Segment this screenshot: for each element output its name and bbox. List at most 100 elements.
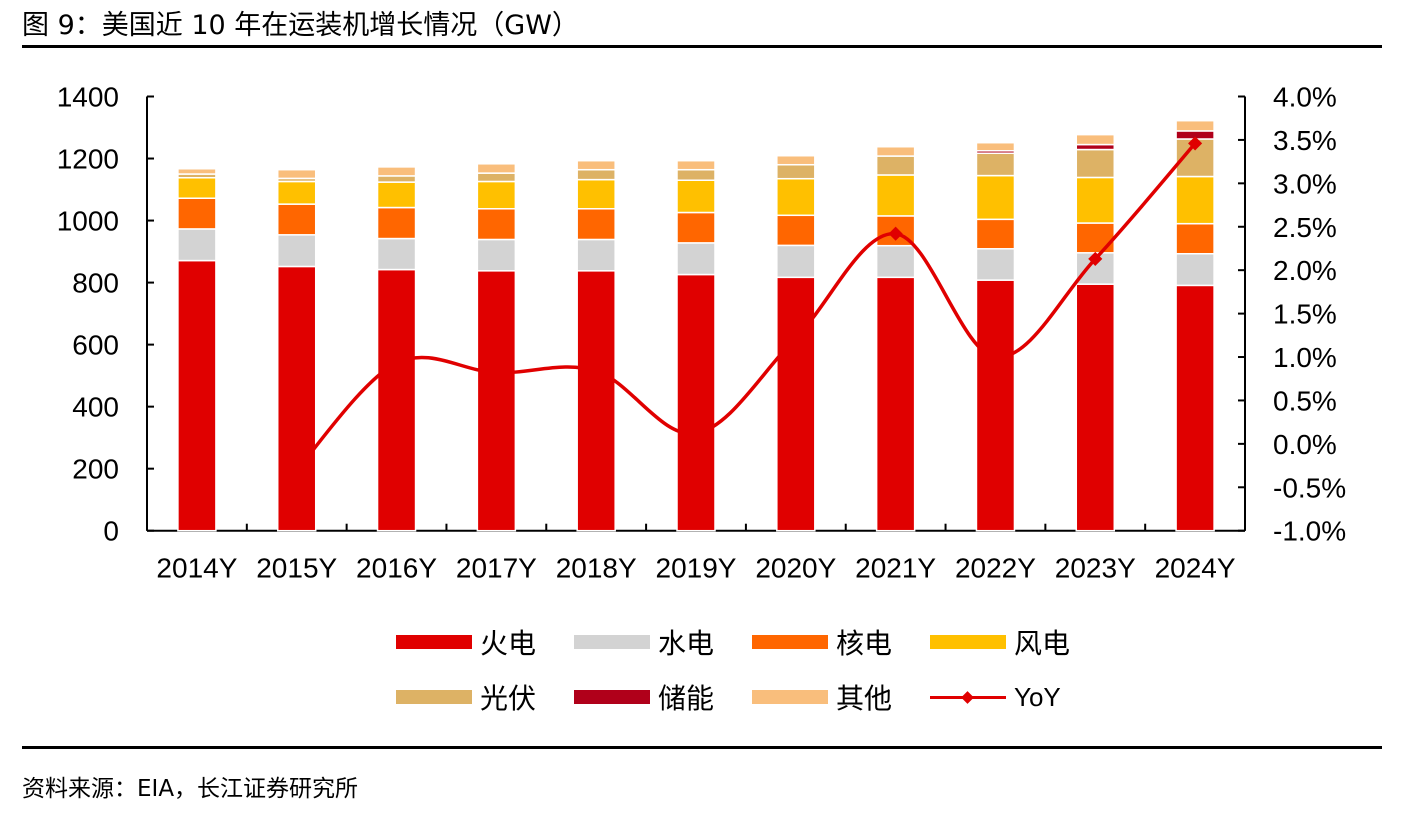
bar-segment bbox=[975, 279, 1016, 532]
bar-segment bbox=[576, 178, 616, 210]
y-tick-label-right: 3.5% bbox=[1273, 125, 1337, 156]
x-tick-label: 2018Y bbox=[556, 553, 637, 584]
x-tick-label: 2022Y bbox=[955, 553, 1036, 584]
y-tick-label-left: 1200 bbox=[57, 144, 119, 175]
y-tick-label-right: 1.0% bbox=[1273, 342, 1337, 373]
x-tick-label: 2020Y bbox=[755, 553, 836, 584]
legend-item: 储能 bbox=[574, 677, 748, 717]
x-tick-label: 2015Y bbox=[256, 553, 337, 584]
bar-segment bbox=[576, 238, 616, 272]
legend-label: 光伏 bbox=[480, 682, 537, 715]
x-tick-label: 2024Y bbox=[1155, 553, 1236, 584]
bar-segment bbox=[676, 179, 716, 214]
bar-segment bbox=[975, 218, 1016, 250]
y-tick-label-right: -0.5% bbox=[1273, 472, 1346, 503]
y-tick-label-right: 2.5% bbox=[1273, 212, 1337, 243]
y-tick-label-left: 1000 bbox=[57, 206, 119, 237]
y-tick-label-left: 800 bbox=[72, 268, 119, 299]
legend-item: YoY bbox=[930, 682, 1061, 713]
legend-item: 水电 bbox=[574, 622, 748, 662]
y-tick-label-right: 4.0% bbox=[1273, 82, 1337, 113]
bar-segment bbox=[1175, 175, 1215, 225]
x-tick-label: 2019Y bbox=[656, 553, 737, 584]
bar-segment bbox=[376, 268, 417, 532]
bar-segment bbox=[676, 273, 716, 532]
y-tick-label-left: 600 bbox=[72, 330, 119, 361]
legend-label: 风电 bbox=[1014, 627, 1071, 660]
bar-segment bbox=[875, 155, 916, 176]
x-tick-label: 2021Y bbox=[855, 553, 936, 584]
legend-label: 核电 bbox=[836, 627, 893, 660]
bar-segment bbox=[975, 248, 1016, 281]
bar-segment bbox=[875, 276, 916, 532]
yoy-marker bbox=[688, 426, 704, 441]
legend-item: 核电 bbox=[752, 622, 926, 662]
yoy-marker bbox=[1088, 251, 1103, 266]
bar-segment bbox=[776, 154, 816, 166]
y-tick-label-right: 0.5% bbox=[1273, 385, 1337, 416]
y-tick-label-right: -1.0% bbox=[1273, 516, 1346, 547]
bar-segment bbox=[476, 208, 517, 241]
bar-segment bbox=[576, 208, 616, 241]
legend-label: YoY bbox=[1014, 681, 1061, 712]
legend-swatch bbox=[574, 635, 650, 649]
bar-segment bbox=[276, 180, 317, 205]
bar-segment bbox=[776, 163, 816, 180]
x-tick-label: 2016Y bbox=[356, 553, 437, 584]
legend-swatch bbox=[930, 635, 1006, 649]
source-note: 资料来源：EIA，长江证券研究所 bbox=[22, 776, 359, 802]
bar-segment bbox=[776, 276, 816, 532]
bar-segment bbox=[177, 168, 217, 175]
bar-segment bbox=[476, 163, 517, 174]
bar-segment bbox=[1075, 176, 1116, 224]
x-tick-label: 2014Y bbox=[156, 553, 237, 584]
legend-swatch bbox=[574, 690, 650, 704]
yoy-line bbox=[295, 142, 1197, 472]
bar-segment bbox=[875, 244, 916, 279]
y-tick-label-right: 3.0% bbox=[1273, 168, 1337, 199]
y-tick-label-left: 200 bbox=[72, 454, 119, 485]
legend-line-marker-icon bbox=[930, 690, 1006, 704]
bar-segment bbox=[177, 228, 217, 262]
legend-item: 光伏 bbox=[396, 677, 570, 717]
yoy-marker bbox=[1188, 136, 1203, 151]
legend-swatch bbox=[752, 690, 828, 704]
bar-segment bbox=[975, 174, 1016, 221]
bar-segment bbox=[975, 152, 1016, 177]
bar-segment bbox=[676, 242, 716, 276]
bar-segment bbox=[1075, 148, 1116, 179]
bar-segment bbox=[376, 237, 417, 271]
yoy-marker bbox=[289, 462, 304, 477]
yoy-marker bbox=[788, 330, 803, 345]
y-tick-label-left: 1400 bbox=[57, 82, 119, 113]
x-tick-label: 2017Y bbox=[456, 553, 537, 584]
legend-swatch bbox=[396, 690, 472, 704]
bar-segment bbox=[676, 168, 716, 181]
legend-label: 储能 bbox=[658, 682, 715, 715]
bar-segment bbox=[276, 265, 317, 532]
legend-item: 其他 bbox=[752, 677, 926, 717]
bar-segment bbox=[476, 172, 517, 183]
bar-segment bbox=[576, 270, 616, 532]
bar-segment bbox=[376, 181, 417, 209]
bar-segment bbox=[376, 166, 417, 177]
bar-segment bbox=[1075, 133, 1116, 146]
stacked-bar-line-chart: 0 200 400 600 800 1000 1200 1400 -1.0% -0.5% 0.0% 0… bbox=[57, 82, 1346, 584]
bar-segment bbox=[276, 203, 317, 236]
legend: 火电 水电 核电 风电 光伏 储能 其他 YoY bbox=[396, 622, 1070, 732]
yoy-marker bbox=[389, 356, 404, 371]
legend-label: 其他 bbox=[836, 682, 893, 715]
bar-segment bbox=[875, 145, 916, 157]
bar-segment bbox=[1175, 284, 1215, 532]
bar-segment bbox=[776, 214, 816, 247]
bar-segment bbox=[476, 270, 517, 532]
legend-swatch bbox=[396, 635, 472, 649]
bar-segment bbox=[1175, 252, 1215, 287]
yoy-marker bbox=[888, 226, 903, 241]
title-divider bbox=[22, 45, 1382, 48]
bar-segment bbox=[1175, 119, 1215, 132]
legend-item: 火电 bbox=[396, 622, 570, 662]
yoy-marker bbox=[589, 363, 604, 378]
bar-segment bbox=[177, 177, 217, 199]
y-tick-label-right: 2.0% bbox=[1273, 255, 1337, 286]
